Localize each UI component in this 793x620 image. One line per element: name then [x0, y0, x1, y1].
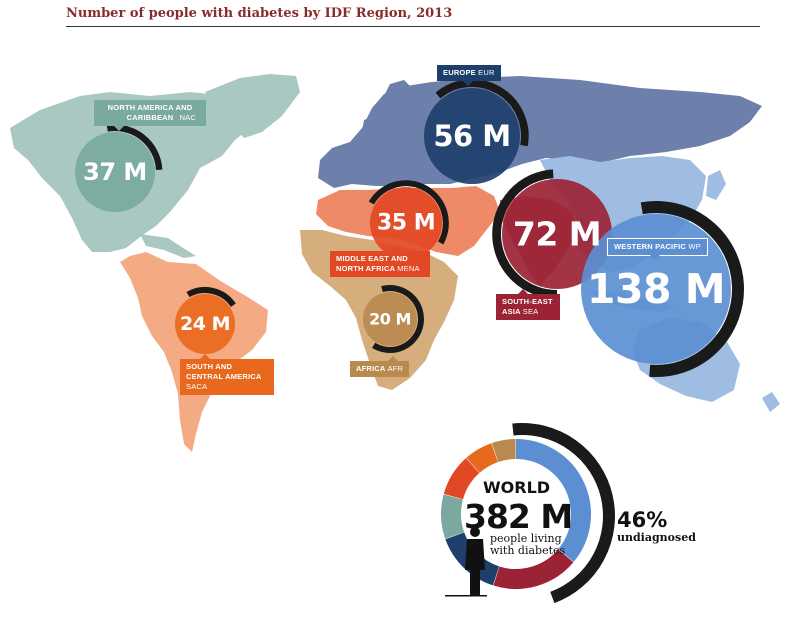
world-segment-wp [515, 439, 591, 562]
region-shape-wp-japan [706, 170, 726, 200]
region-abbr-wp: WP [688, 242, 701, 251]
bubble-afr [363, 292, 417, 346]
region-shape-saca [120, 252, 268, 452]
world-segment-afr [491, 439, 517, 463]
region-name-saca: SOUTH AND CENTRAL AMERICA [186, 362, 262, 381]
bubble-value-mena: 35 M [376, 210, 436, 236]
bubble-value-eur: 56 M [433, 119, 511, 153]
bubble-value-sea: 72 M [512, 214, 602, 254]
bubble-saca [175, 294, 235, 354]
region-label-wp: WESTERN PACIFIC WP [607, 238, 708, 260]
bubble-value-saca: 24 M [180, 313, 230, 335]
world-undiagnosed-arc [512, 423, 615, 604]
bubble-mena [370, 187, 442, 259]
bubble-value-wp: 138 M [586, 265, 726, 313]
chart-title: Number of people with diabetes by IDF Re… [66, 6, 453, 21]
bubble-nac [75, 132, 155, 212]
bubble-value-nac: 37 M [83, 158, 147, 186]
region-shape-eur-uk [362, 116, 378, 138]
undiagnosed-label: undiagnosed [617, 531, 696, 544]
region-shape-nac-caribbean [140, 234, 196, 258]
region-abbr-mena: MENA [397, 264, 420, 273]
region-label-eur: EUROPE EUR [437, 65, 501, 86]
undiagnosed-arc-saca [186, 287, 236, 307]
region-shape-greenland [205, 74, 300, 138]
region-name-wp: WESTERN PACIFIC [614, 242, 687, 251]
world-segment-saca [466, 443, 499, 474]
region-label-afr: AFRICA AFR [350, 356, 410, 377]
undiagnosed-arc-sea [492, 169, 558, 299]
region-name-afr: AFRICA [356, 364, 386, 373]
bubble-eur [424, 88, 520, 184]
undiagnosed-percent: 46% [617, 508, 668, 532]
region-label-sea: SOUTH-EAST ASIA SEA [496, 289, 560, 320]
world-total: 382 M [464, 497, 573, 536]
world-segment-sea [493, 549, 574, 589]
bubble-sea [502, 179, 612, 289]
region-abbr-eur: EUR [478, 68, 495, 77]
world-segment-mena [443, 458, 480, 500]
world-segment-nac [441, 494, 465, 539]
region-shape-eur-scandinavia [380, 80, 416, 126]
region-shape-wp-newzealand [762, 392, 780, 412]
title-rule [66, 26, 760, 27]
region-name-mena: MIDDLE EAST AND NORTH AFRICA [336, 254, 408, 273]
undiagnosed-arc-wp [640, 201, 745, 377]
person-icon [445, 527, 487, 597]
region-label-mena: MIDDLE EAST AND NORTH AFRICA MENA [330, 246, 430, 277]
region-name-sea: SOUTH-EAST ASIA [502, 297, 553, 316]
region-name-eur: EUROPE [443, 68, 476, 77]
undiagnosed-arc-mena [368, 180, 449, 245]
world-label: WORLD [483, 478, 551, 497]
region-abbr-nac: NAC [179, 113, 196, 122]
undiagnosed-arc-eur [435, 79, 529, 147]
region-abbr-sea: SEA [522, 307, 539, 316]
region-label-saca: SOUTH AND CENTRAL AMERICA SACA [180, 354, 274, 395]
region-shape-eur [318, 76, 762, 188]
undiagnosed-arc-afr [372, 285, 424, 353]
world-caption: people living with diabetes [490, 532, 566, 557]
region-name-nac: NORTH AMERICA AND CARIBBEAN [107, 103, 193, 122]
bubble-value-afr: 20 M [369, 309, 411, 329]
region-abbr-afr: AFR [387, 364, 404, 373]
region-label-nac: NORTH AMERICA AND CARIBBEAN NAC [94, 100, 206, 131]
region-abbr-saca: SACA [186, 382, 208, 391]
